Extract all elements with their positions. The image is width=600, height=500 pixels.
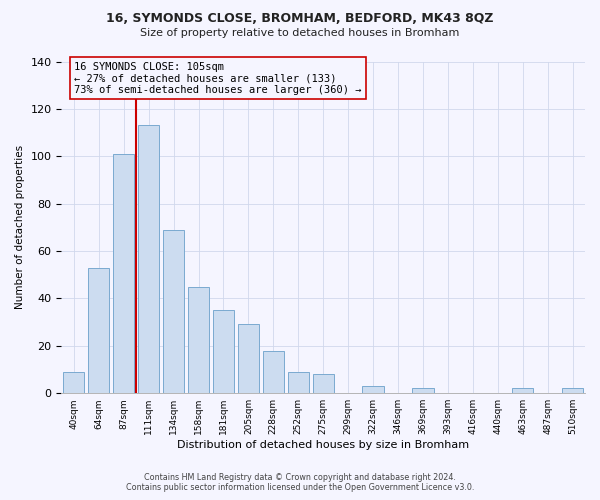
Text: Size of property relative to detached houses in Bromham: Size of property relative to detached ho…: [140, 28, 460, 38]
Bar: [263, 350, 284, 393]
Bar: [138, 126, 159, 393]
Bar: [412, 388, 434, 393]
Bar: [313, 374, 334, 393]
Text: Contains HM Land Registry data © Crown copyright and database right 2024.
Contai: Contains HM Land Registry data © Crown c…: [126, 473, 474, 492]
Y-axis label: Number of detached properties: Number of detached properties: [15, 146, 25, 310]
X-axis label: Distribution of detached houses by size in Bromham: Distribution of detached houses by size …: [177, 440, 469, 450]
Bar: [188, 286, 209, 393]
Text: 16, SYMONDS CLOSE, BROMHAM, BEDFORD, MK43 8QZ: 16, SYMONDS CLOSE, BROMHAM, BEDFORD, MK4…: [106, 12, 494, 26]
Bar: [163, 230, 184, 393]
Bar: [287, 372, 309, 393]
Bar: [63, 372, 85, 393]
Bar: [238, 324, 259, 393]
Bar: [113, 154, 134, 393]
Bar: [512, 388, 533, 393]
Bar: [362, 386, 383, 393]
Bar: [88, 268, 109, 393]
Bar: [213, 310, 234, 393]
Bar: [562, 388, 583, 393]
Text: 16 SYMONDS CLOSE: 105sqm
← 27% of detached houses are smaller (133)
73% of semi-: 16 SYMONDS CLOSE: 105sqm ← 27% of detach…: [74, 62, 361, 94]
